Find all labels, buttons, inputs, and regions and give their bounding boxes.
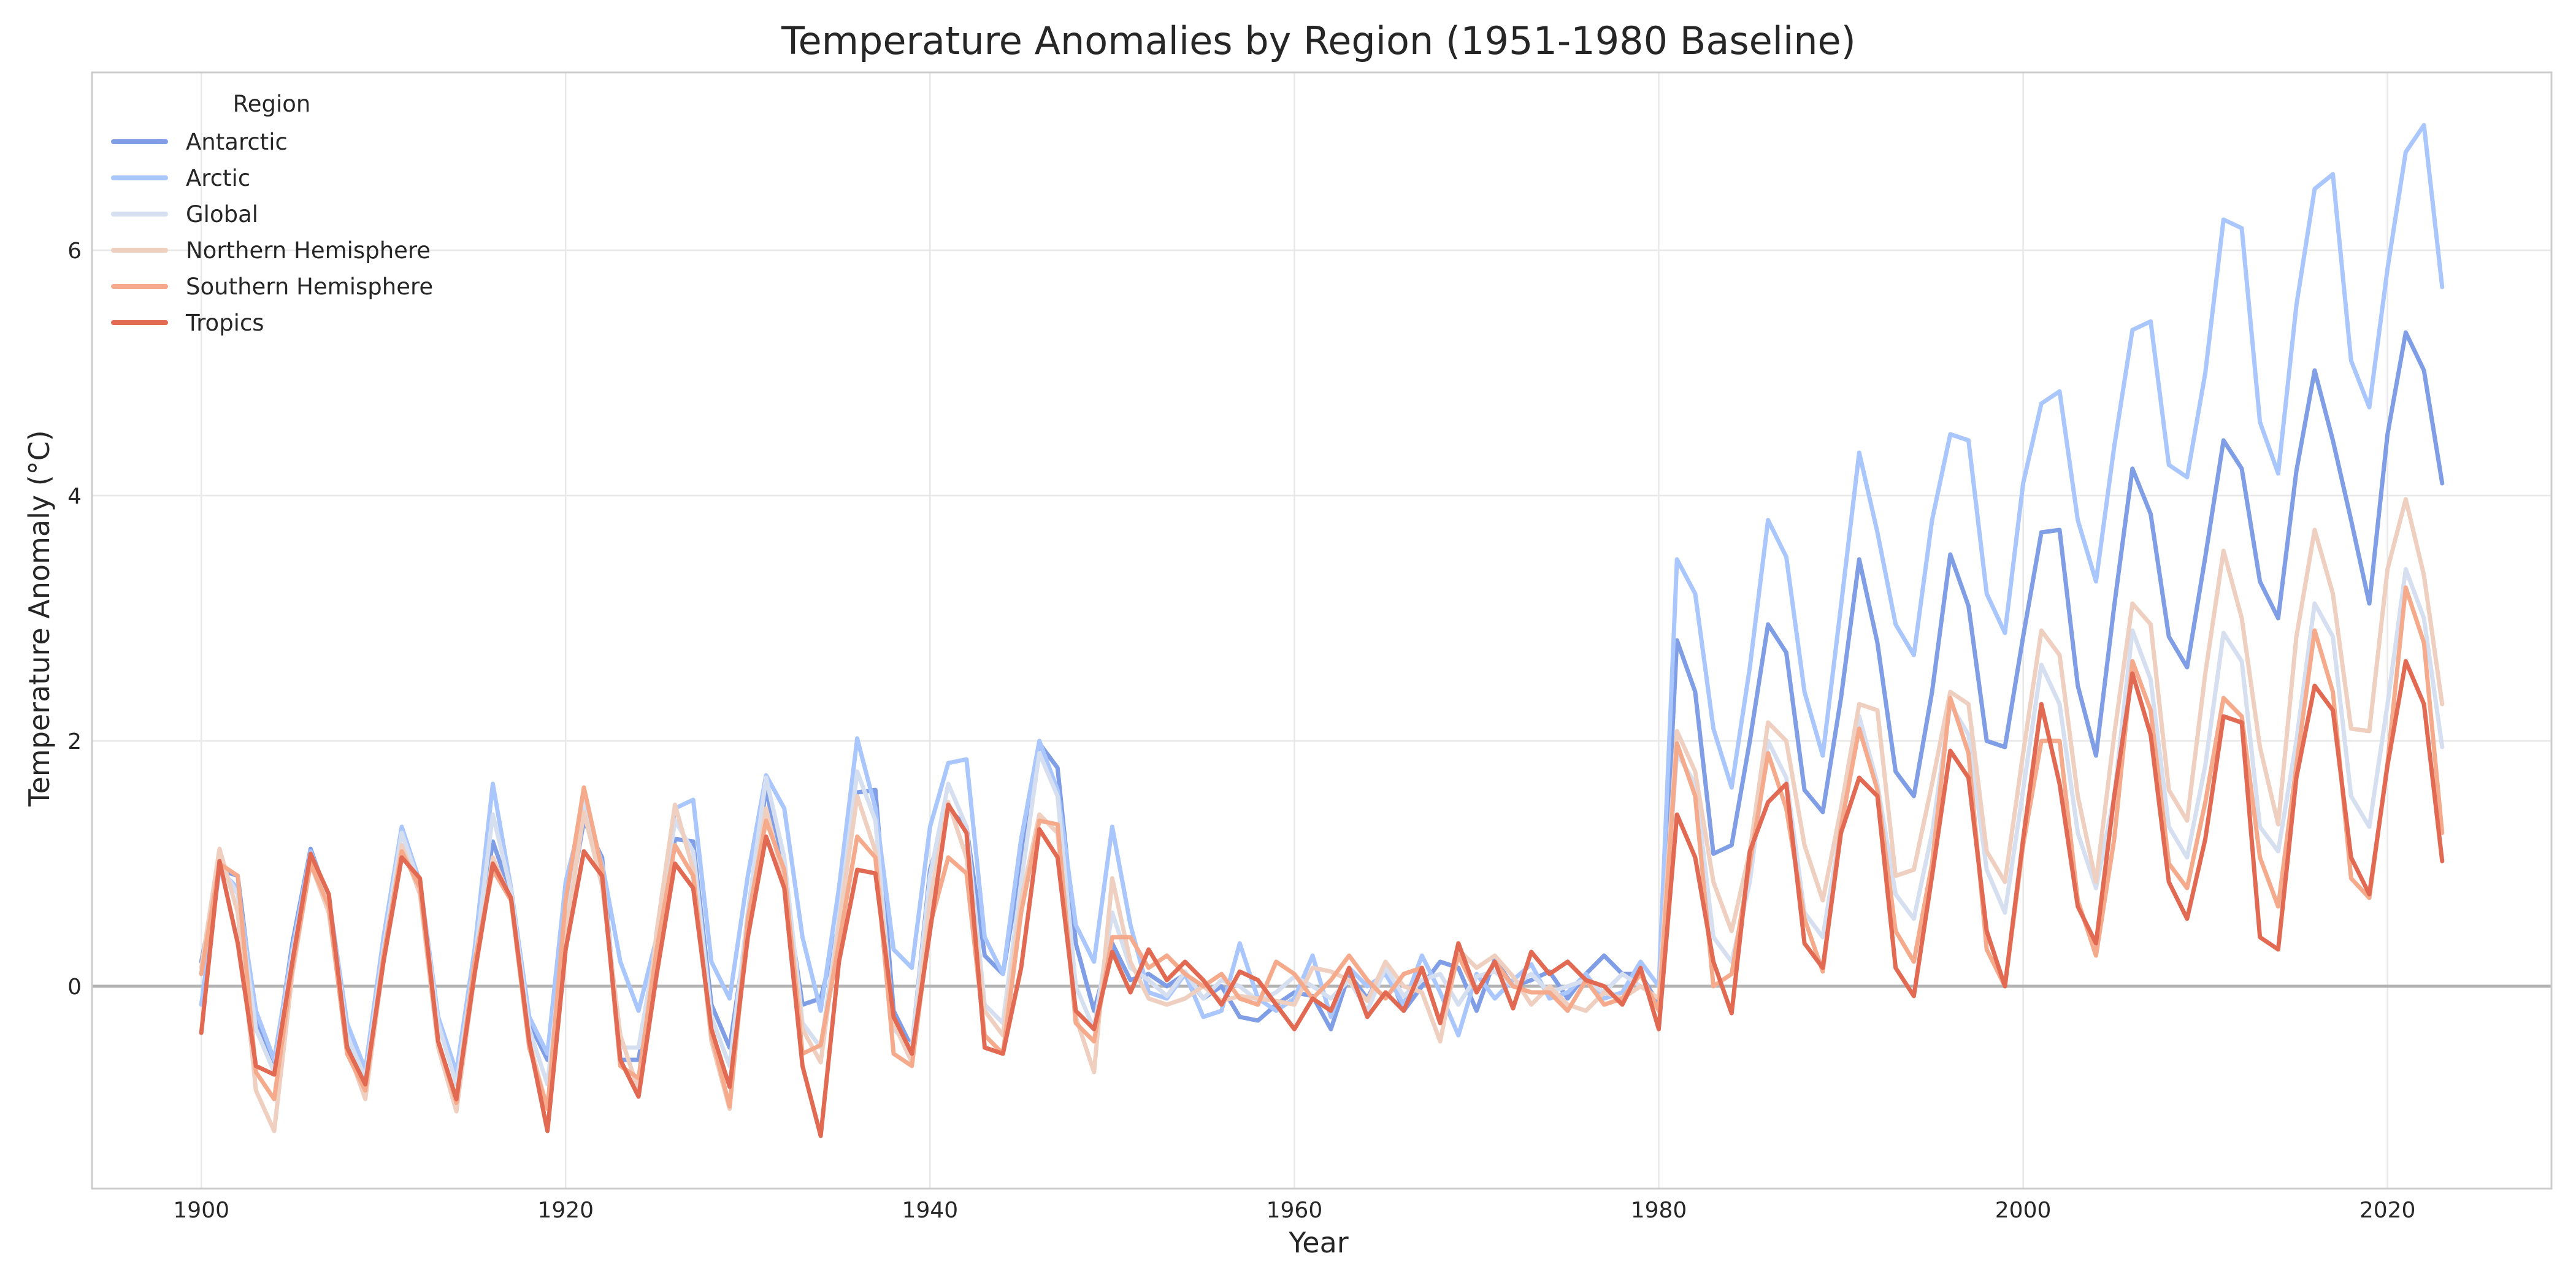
legend-label-tropics: Tropics	[185, 310, 264, 336]
x-tick-label: 1960	[1267, 1198, 1323, 1223]
x-axis-title: Year	[1288, 1226, 1348, 1259]
y-axis-title: Temperature Anomaly (°C)	[23, 430, 56, 807]
y-tick-label: 2	[67, 729, 82, 754]
series-line-tropics	[199, 659, 2445, 1138]
legend-title: Region	[233, 91, 311, 117]
legend-label-arctic: Arctic	[186, 165, 250, 191]
x-tick-label: 2020	[2359, 1198, 2416, 1223]
x-axis-ticks: 1900 1920 1940 1960 1980 2000 2020	[173, 1198, 2415, 1223]
x-tick-label: 1980	[1631, 1198, 1687, 1223]
legend-label-northern-hemisphere: Northern Hemisphere	[186, 237, 431, 264]
x-tick-label: 1920	[537, 1198, 594, 1223]
x-tick-label: 1940	[902, 1198, 959, 1223]
legend-label-antarctic: Antarctic	[186, 129, 288, 155]
y-tick-label: 6	[67, 239, 82, 264]
plot-frame	[91, 71, 2553, 1190]
series-line-northern-hemisphere	[199, 497, 2445, 1133]
x-tick-label: 2000	[1995, 1198, 2052, 1223]
legend: Region Antarctic Arctic Global Northern Hem…	[111, 91, 433, 336]
x-tick-label: 1900	[173, 1198, 229, 1223]
series-lines	[199, 123, 2445, 1138]
y-tick-label: 0	[67, 975, 82, 1000]
chart-title: Temperature Anomalies by Region (1951-19…	[781, 18, 1856, 63]
legend-label-global: Global	[186, 201, 258, 228]
y-axis-ticks: 0 2 4 6	[67, 239, 82, 1000]
legend-label-southern-hemisphere: Southern Hemisphere	[186, 274, 433, 300]
series-line-southern-hemisphere	[199, 585, 2445, 1111]
y-tick-label: 4	[67, 484, 82, 509]
